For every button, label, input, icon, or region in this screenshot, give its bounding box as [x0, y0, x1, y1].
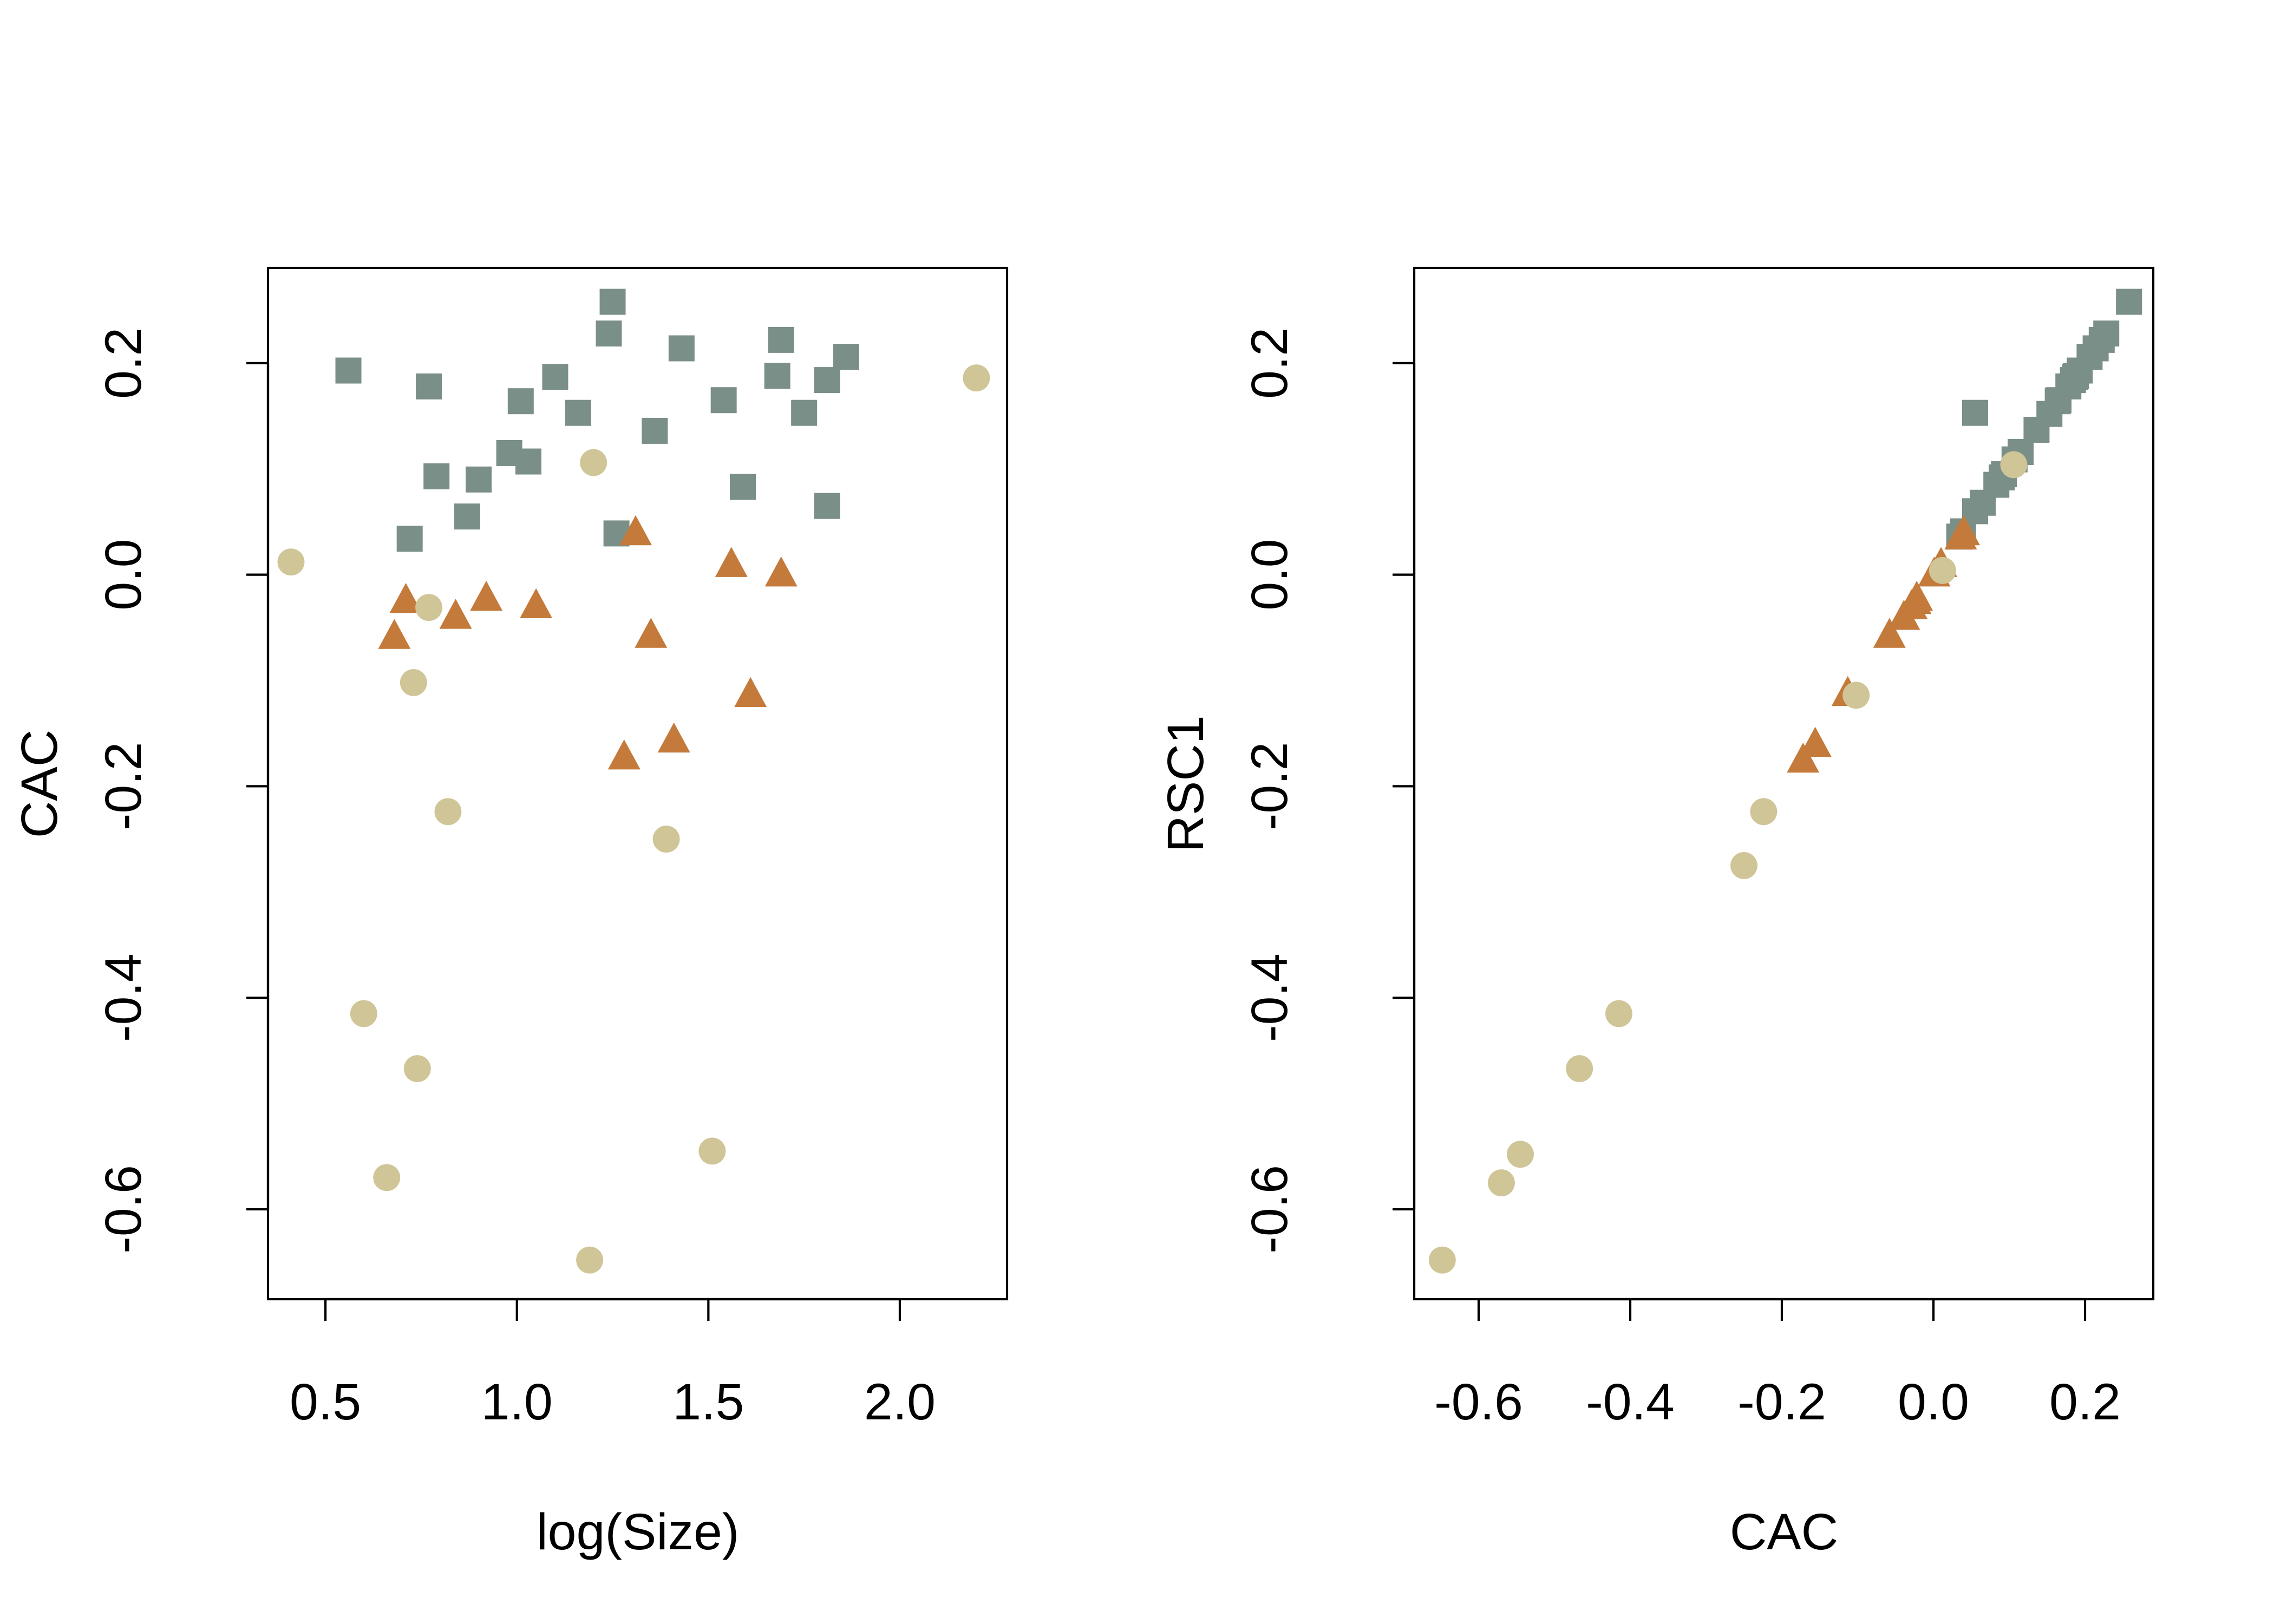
x-tick-label: -0.2 — [1737, 1373, 1826, 1431]
data-point-square — [814, 493, 840, 519]
data-point-square — [507, 388, 534, 415]
data-point-square — [1962, 400, 1988, 426]
data-point-circle — [1488, 1169, 1515, 1197]
scatter-panel-rsc1-vs-cac: -0.6 -0.4 -0.2 0.0 0.2 -0.6 -0.4 -0.2 0.0 0.2 CA… — [1157, 266, 2155, 1561]
data-point-square — [642, 417, 668, 444]
data-point-square — [791, 400, 818, 426]
data-point-square — [668, 335, 695, 362]
data-point-triangle — [1948, 515, 1980, 546]
y-axis-title: CAC — [11, 730, 68, 839]
scatter-panel-cac-vs-logsize: 0.5 1.0 1.5 2.0 -0.6 -0.4 -0.2 0.0 0.2 log(Size… — [11, 266, 1009, 1561]
data-point-triangle — [470, 580, 503, 611]
data-point-square — [814, 367, 840, 394]
data-point-triangle — [1787, 742, 1820, 773]
x-tick-label: 0.2 — [2049, 1373, 2121, 1431]
data-point-circle — [698, 1137, 726, 1165]
y-tick-label: -0.4 — [95, 953, 152, 1042]
y-axis: -0.6 -0.4 -0.2 0.0 0.2 — [95, 328, 270, 1254]
x-tick-label: 0.5 — [290, 1373, 361, 1431]
y-tick-label: -0.2 — [95, 742, 152, 831]
x-tick-label: -0.4 — [1586, 1373, 1675, 1431]
data-point-circle — [403, 1055, 431, 1083]
data-point-triangle — [520, 588, 553, 619]
data-point-circle — [1730, 852, 1757, 879]
data-point-circle — [277, 548, 305, 576]
data-point-circle — [2000, 451, 2028, 479]
data-point-triangle — [764, 556, 798, 587]
data-point-circle — [350, 1000, 377, 1027]
x-axis-title: CAC — [1730, 1503, 1839, 1561]
data-point-triangle — [378, 619, 411, 649]
x-axis: 0.5 1.0 1.5 2.0 — [290, 1298, 936, 1431]
data-point-triangle — [1900, 580, 1933, 611]
data-point-triangle — [1799, 726, 1832, 757]
data-point-circle — [963, 364, 990, 392]
data-point-square — [729, 474, 756, 500]
data-point-square — [596, 320, 622, 347]
x-tick-label: 1.0 — [481, 1373, 553, 1431]
data-point-triangle — [619, 515, 652, 546]
data-point-square — [768, 326, 794, 353]
x-tick-label: -0.6 — [1434, 1373, 1523, 1431]
y-tick-label: -0.4 — [1241, 953, 1298, 1042]
y-tick-label: 0.0 — [1241, 539, 1298, 611]
data-point-circle — [1750, 798, 1778, 826]
data-point-triangle — [715, 547, 748, 577]
data-point-circle — [1605, 1000, 1632, 1027]
data-point-circle — [1566, 1055, 1593, 1083]
x-tick-label: 1.5 — [672, 1373, 744, 1431]
y-tick-label: -0.6 — [95, 1165, 152, 1254]
data-point-circle — [1929, 556, 1956, 584]
data-point-circle — [1428, 1246, 1456, 1274]
y-tick-label: -0.6 — [1241, 1165, 1298, 1254]
data-point-square — [396, 526, 423, 552]
y-axis: -0.6 -0.4 -0.2 0.0 0.2 — [1241, 328, 1416, 1254]
data-point-triangle — [635, 618, 668, 648]
y-tick-label: 0.2 — [1241, 328, 1298, 399]
data-point-circle — [373, 1164, 401, 1191]
data-points — [277, 289, 990, 1274]
data-point-square — [764, 363, 790, 389]
data-point-square — [515, 448, 541, 475]
data-point-triangle — [389, 582, 422, 613]
data-point-square — [465, 466, 492, 493]
y-axis-title: RSC1 — [1157, 715, 1214, 852]
data-point-square — [833, 344, 859, 370]
data-point-circle — [652, 826, 680, 853]
data-point-square — [599, 289, 626, 315]
data-point-circle — [400, 669, 427, 696]
data-point-square — [542, 364, 568, 390]
data-point-triangle — [657, 722, 690, 753]
y-tick-label: 0.0 — [95, 539, 152, 611]
data-point-triangle — [734, 677, 767, 708]
data-points — [1428, 289, 2142, 1274]
y-tick-label: 0.2 — [95, 328, 152, 399]
data-point-square — [454, 503, 480, 530]
data-point-circle — [576, 1246, 604, 1274]
x-tick-label: 0.0 — [1898, 1373, 1969, 1431]
data-point-square — [2116, 289, 2142, 315]
data-point-square — [565, 400, 591, 426]
data-point-square — [335, 357, 362, 384]
x-axis-title: log(Size) — [537, 1503, 740, 1561]
data-point-square — [416, 373, 442, 400]
data-point-square — [710, 387, 737, 414]
data-point-circle — [1507, 1141, 1534, 1168]
data-point-square — [423, 463, 450, 489]
x-axis: -0.6 -0.4 -0.2 0.0 0.2 — [1434, 1298, 2121, 1431]
x-tick-label: 2.0 — [864, 1373, 936, 1431]
data-point-circle — [1842, 682, 1870, 709]
y-tick-label: -0.2 — [1241, 742, 1298, 831]
data-point-circle — [415, 594, 443, 621]
data-point-triangle — [1873, 618, 1906, 648]
data-point-triangle — [607, 739, 641, 770]
data-point-triangle — [439, 599, 472, 629]
data-point-circle — [580, 449, 607, 476]
data-point-circle — [434, 798, 462, 826]
data-point-square — [2093, 320, 2120, 347]
